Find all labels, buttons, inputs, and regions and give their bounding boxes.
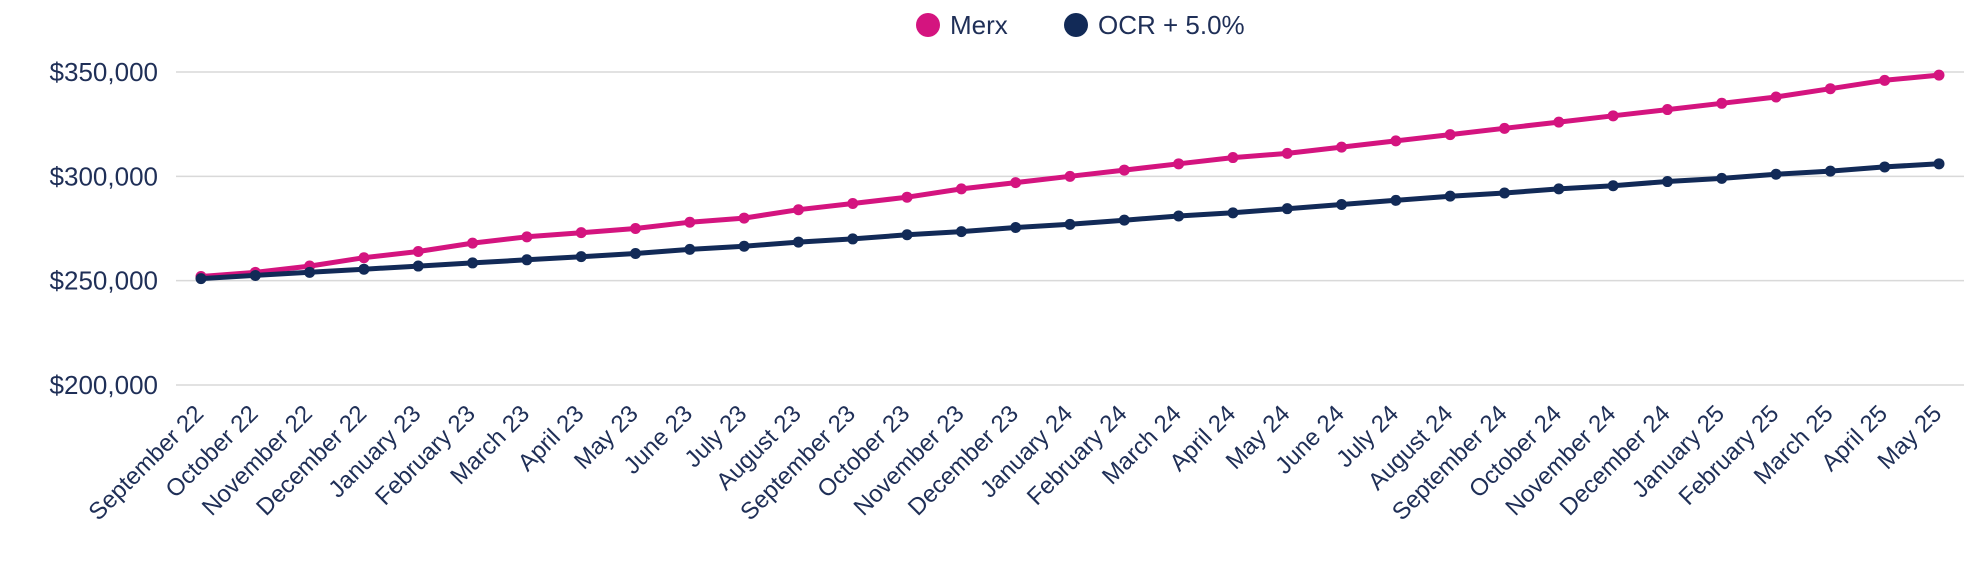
data-point bbox=[412, 245, 424, 257]
data-point bbox=[1933, 69, 1945, 81]
data-point bbox=[358, 252, 370, 264]
data-point bbox=[1281, 147, 1293, 159]
data-point bbox=[1336, 199, 1348, 211]
series-ocr-5-0 bbox=[195, 158, 1945, 285]
y-axis: $200,000 $250,000 $300,000 $350,000 bbox=[50, 57, 158, 400]
y-tick-label: $300,000 bbox=[50, 161, 158, 191]
data-point bbox=[1010, 221, 1022, 233]
data-point bbox=[955, 226, 967, 238]
data-point bbox=[1444, 190, 1456, 202]
data-point bbox=[1553, 116, 1565, 128]
data-point bbox=[1770, 91, 1782, 103]
data-point bbox=[847, 233, 859, 245]
data-point bbox=[1879, 74, 1891, 86]
data-point bbox=[467, 257, 479, 269]
data-point bbox=[1607, 110, 1619, 122]
legend-label: Merx bbox=[950, 10, 1008, 40]
y-tick-label: $250,000 bbox=[50, 266, 158, 296]
data-point bbox=[195, 273, 207, 285]
series-merx bbox=[195, 69, 1945, 282]
data-point bbox=[1010, 177, 1022, 189]
data-point bbox=[1661, 104, 1673, 116]
y-tick-label: $350,000 bbox=[50, 57, 158, 87]
legend-item-ocr-5-0: OCR + 5.0% bbox=[1064, 10, 1245, 40]
data-point bbox=[1824, 165, 1836, 177]
legend-item-merx: Merx bbox=[916, 10, 1008, 40]
legend: Merx OCR + 5.0% bbox=[916, 10, 1245, 40]
data-point bbox=[955, 183, 967, 195]
data-point bbox=[1933, 158, 1945, 170]
data-point bbox=[1824, 83, 1836, 95]
data-point bbox=[1227, 207, 1239, 219]
data-point bbox=[1173, 158, 1185, 170]
legend-label: OCR + 5.0% bbox=[1098, 10, 1245, 40]
data-point bbox=[1770, 168, 1782, 180]
data-point bbox=[901, 229, 913, 241]
data-point bbox=[1661, 176, 1673, 188]
plot-area bbox=[195, 69, 1945, 285]
data-point bbox=[684, 216, 696, 228]
data-point bbox=[1390, 135, 1402, 147]
data-point bbox=[249, 269, 261, 281]
data-point bbox=[1499, 187, 1510, 199]
data-point bbox=[1390, 194, 1402, 206]
data-point bbox=[1064, 218, 1076, 230]
data-point bbox=[1118, 214, 1130, 226]
data-point bbox=[738, 212, 750, 224]
data-point bbox=[1716, 97, 1728, 109]
data-point bbox=[1553, 183, 1565, 195]
data-point bbox=[1118, 164, 1130, 176]
data-point bbox=[1336, 141, 1348, 153]
data-point bbox=[630, 223, 641, 234]
data-point bbox=[1499, 122, 1510, 134]
data-point bbox=[1716, 172, 1728, 184]
data-point bbox=[1227, 152, 1239, 164]
data-point bbox=[847, 197, 859, 209]
data-point bbox=[358, 263, 370, 275]
data-point bbox=[901, 191, 913, 203]
data-point bbox=[792, 204, 804, 216]
data-point bbox=[521, 231, 533, 243]
legend-marker bbox=[1064, 13, 1088, 37]
data-point bbox=[1064, 170, 1076, 182]
data-point bbox=[521, 254, 533, 266]
data-point bbox=[630, 248, 641, 260]
data-point bbox=[684, 243, 696, 255]
data-point bbox=[412, 260, 424, 272]
y-tick-label: $200,000 bbox=[50, 370, 158, 400]
data-point bbox=[304, 266, 316, 278]
data-point bbox=[738, 240, 750, 252]
data-point bbox=[1607, 180, 1619, 192]
data-point bbox=[1281, 203, 1293, 215]
legend-marker bbox=[916, 13, 940, 37]
data-point bbox=[792, 236, 804, 248]
data-point bbox=[575, 251, 587, 263]
data-point bbox=[1444, 129, 1456, 141]
data-point bbox=[575, 227, 587, 239]
data-point bbox=[1173, 210, 1185, 222]
data-point bbox=[1879, 161, 1891, 173]
data-point bbox=[467, 237, 479, 249]
